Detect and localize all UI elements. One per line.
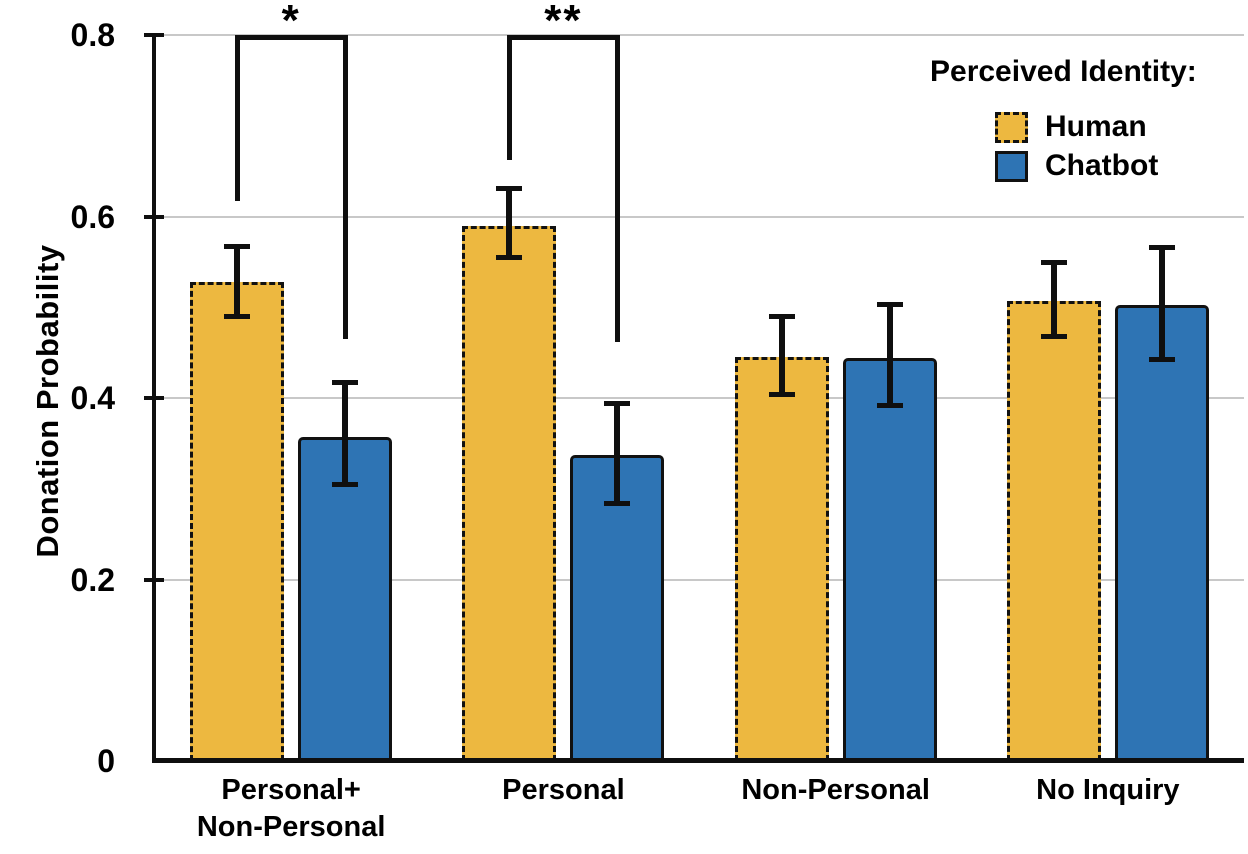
y-tick-mark (144, 33, 164, 37)
error-bar-stem (234, 245, 241, 318)
gridline (155, 34, 1244, 36)
x-tick-label: No Inquiry (1036, 774, 1180, 806)
y-tick-label: 0.8 (70, 17, 115, 53)
error-bar-cap-bottom (1148, 356, 1175, 362)
x-tick-label: Personal (502, 774, 625, 806)
error-bar-stem (778, 316, 785, 396)
legend-label-chatbot: Chatbot (1045, 149, 1159, 182)
human-swatch-icon (995, 111, 1028, 143)
error-bar-cap-bottom (332, 482, 359, 488)
error-bar-cap-top (496, 186, 523, 192)
y-tick-mark (144, 396, 164, 400)
y-tick-label: 0.2 (70, 561, 115, 598)
x-tick-label: Non-Personal (741, 774, 930, 806)
gridline (155, 215, 1244, 218)
y-tick-label: 0 (97, 743, 115, 779)
significance-label: * (281, 0, 301, 45)
bar-chatbot-group1 (298, 437, 393, 761)
error-bar-cap-bottom (224, 314, 251, 320)
x-axis-line (152, 758, 1244, 763)
bar-chatbot-group4 (1114, 305, 1209, 761)
error-bar-cap-bottom (768, 392, 795, 398)
error-bar-stem (614, 402, 621, 505)
legend-label-human: Human (1045, 110, 1147, 143)
plot-area: * ** (155, 0, 1244, 761)
error-bar-cap-bottom (1040, 334, 1067, 340)
legend-title: Perceived Identity: (930, 55, 1197, 88)
error-bar-cap-top (224, 243, 251, 249)
bar-human-group3 (734, 357, 829, 761)
error-bar-stem (1050, 261, 1057, 338)
error-bar-stem (342, 381, 349, 486)
error-bar-cap-top (604, 400, 631, 406)
legend: Perceived Identity: Human Chatbot (930, 55, 1240, 182)
error-bar-cap-bottom (496, 255, 523, 261)
bar-chatbot-group3 (842, 358, 937, 761)
gridline (155, 578, 1244, 581)
significance-bracket-left-leg (234, 35, 240, 202)
significance-bracket-bar (506, 35, 620, 40)
bar-human-group4 (1006, 300, 1101, 761)
error-bar-cap-top (768, 314, 795, 320)
error-bar-cap-top (332, 379, 359, 385)
gridline (155, 397, 1244, 399)
y-tick-label: 0.6 (70, 198, 115, 235)
error-bar-cap-top (1148, 245, 1175, 251)
significance-bracket-bar (234, 35, 348, 40)
significance-bracket-left-leg (506, 35, 512, 161)
error-bar-stem (886, 303, 893, 407)
significance-label: ** (544, 0, 583, 45)
x-tick-label: Personal+ Non-Personal (196, 774, 386, 843)
significance-bracket-right-leg (614, 35, 620, 342)
error-bar-stem (506, 188, 513, 259)
error-bar-cap-top (1040, 259, 1067, 265)
y-tick-mark (144, 577, 164, 582)
error-bar-cap-top (876, 301, 903, 307)
bar-human-group2 (462, 225, 557, 761)
legend-item-chatbot: Chatbot (995, 148, 1158, 184)
error-bar-cap-bottom (604, 501, 631, 507)
error-bar-cap-bottom (876, 403, 903, 409)
error-bar-stem (1158, 247, 1165, 360)
significance-bracket-right-leg (342, 35, 348, 339)
bar-human-group1 (190, 281, 285, 761)
bar-chatbot-group2 (570, 455, 665, 761)
y-tick-mark (144, 214, 164, 219)
legend-item-human: Human (995, 109, 1147, 145)
y-tick-label: 0.4 (70, 380, 115, 416)
chatbot-swatch-icon (995, 150, 1028, 182)
